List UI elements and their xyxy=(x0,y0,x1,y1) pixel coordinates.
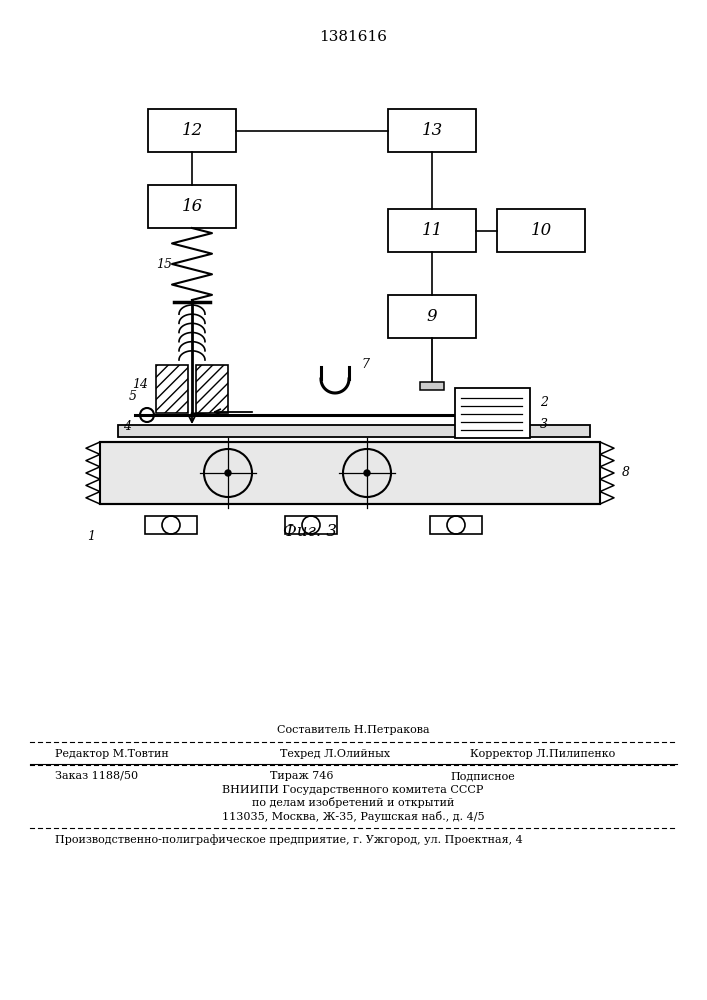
Text: 8: 8 xyxy=(622,466,630,480)
Circle shape xyxy=(225,470,231,476)
Text: 12: 12 xyxy=(182,122,203,139)
Bar xyxy=(100,442,600,504)
Bar xyxy=(118,425,590,437)
Circle shape xyxy=(364,470,370,476)
Text: по делам изобретений и открытий: по делам изобретений и открытий xyxy=(252,798,454,808)
Text: 3: 3 xyxy=(540,418,548,430)
Text: 1: 1 xyxy=(87,530,95,542)
Text: 10: 10 xyxy=(530,222,551,239)
Text: Подписное: Подписное xyxy=(450,771,515,781)
Text: 13: 13 xyxy=(421,122,443,139)
Text: 113035, Москва, Ж-35, Раушская наб., д. 4/5: 113035, Москва, Ж-35, Раушская наб., д. … xyxy=(222,810,484,822)
Text: 4: 4 xyxy=(123,420,131,434)
Bar xyxy=(388,209,476,252)
Text: Редактор М.Товтин: Редактор М.Товтин xyxy=(55,749,169,759)
Text: 11: 11 xyxy=(421,222,443,239)
Text: 5: 5 xyxy=(129,390,137,403)
Bar xyxy=(388,109,476,152)
Bar xyxy=(148,185,236,228)
Text: ВНИИПИ Государственного комитета СССР: ВНИИПИ Государственного комитета СССР xyxy=(222,785,484,795)
Text: Составитель Н.Петракова: Составитель Н.Петракова xyxy=(276,725,429,735)
Bar xyxy=(430,516,482,534)
Bar xyxy=(285,516,337,534)
Bar xyxy=(156,365,188,413)
Text: 14: 14 xyxy=(132,377,148,390)
Text: 16: 16 xyxy=(182,198,203,215)
Bar xyxy=(420,382,444,390)
Bar xyxy=(145,516,197,534)
Bar xyxy=(196,365,228,413)
Bar xyxy=(148,109,236,152)
Text: 2: 2 xyxy=(540,395,548,408)
Text: Заказ 1188/50: Заказ 1188/50 xyxy=(55,771,138,781)
Text: Производственно-полиграфическое предприятие, г. Ужгород, ул. Проектная, 4: Производственно-полиграфическое предприя… xyxy=(55,835,522,845)
Text: Фиг. 3: Фиг. 3 xyxy=(283,524,337,540)
Text: Тираж 746: Тираж 746 xyxy=(270,771,334,781)
Bar xyxy=(497,209,585,252)
Text: Корректор Л.Пилипенко: Корректор Л.Пилипенко xyxy=(470,749,615,759)
Bar xyxy=(455,388,530,438)
Text: 7: 7 xyxy=(361,359,369,371)
Text: 15: 15 xyxy=(156,257,172,270)
Text: 1381616: 1381616 xyxy=(319,30,387,44)
Text: 9: 9 xyxy=(427,308,438,325)
Text: Техред Л.Олийных: Техред Л.Олийных xyxy=(280,749,390,759)
Bar xyxy=(388,295,476,338)
